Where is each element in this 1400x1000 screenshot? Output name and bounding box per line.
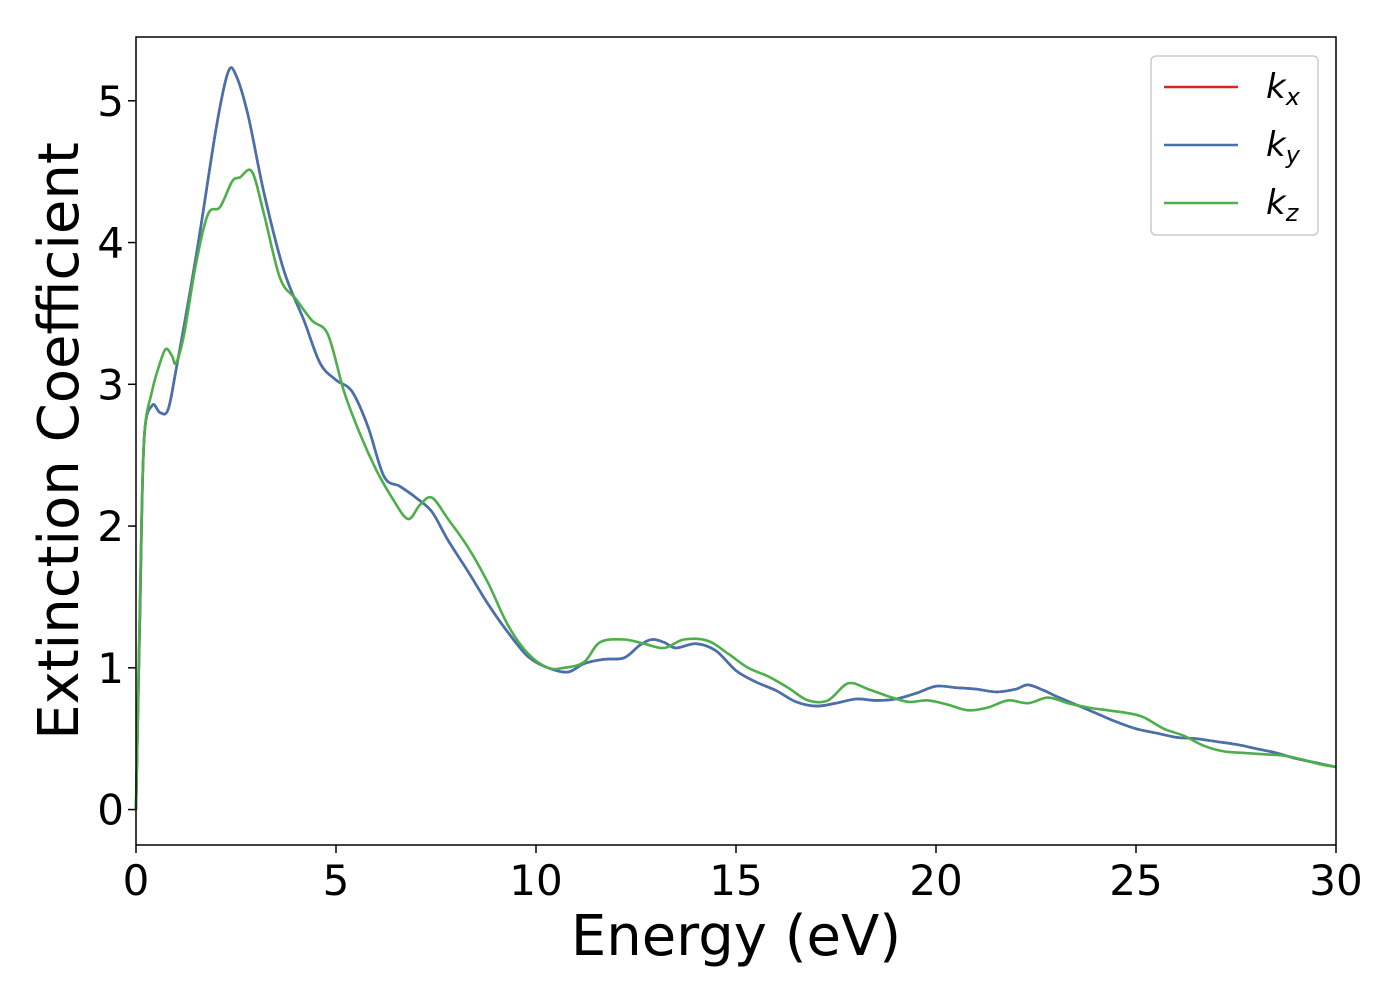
- x-tick-label: 30: [1309, 856, 1362, 905]
- legend-label-z: kz: [1266, 183, 1300, 227]
- x-tick-label: 5: [323, 856, 350, 905]
- y-tick-label: 4: [97, 219, 124, 268]
- legend: kx ky kz: [1150, 55, 1319, 236]
- y-tick-label: 0: [97, 786, 124, 835]
- y-tick-label: 5: [97, 77, 124, 126]
- x-tick-label: 20: [909, 856, 962, 905]
- x-tick-label: 15: [709, 856, 762, 905]
- x-axis-label: Energy (eV): [571, 904, 901, 969]
- y-tick-label: 2: [97, 502, 124, 551]
- y-tick-label: 1: [97, 644, 124, 693]
- ticks-layer: 0 5 10 15 20 25 30 0 1 2 3 4 5: [97, 77, 1362, 905]
- x-tick-label: 25: [1109, 856, 1162, 905]
- series-layer: [134, 66, 1337, 810]
- y-tick-label: 3: [97, 360, 124, 409]
- y-axis-label: Extinction Coefficient: [27, 142, 92, 740]
- x-tick-label: 0: [123, 856, 150, 905]
- legend-label-y: ky: [1266, 125, 1301, 169]
- x-tick-label: 10: [509, 856, 562, 905]
- series-line-z: [134, 168, 1337, 810]
- series-line-y: [134, 66, 1337, 810]
- legend-label-x: kx: [1266, 67, 1301, 111]
